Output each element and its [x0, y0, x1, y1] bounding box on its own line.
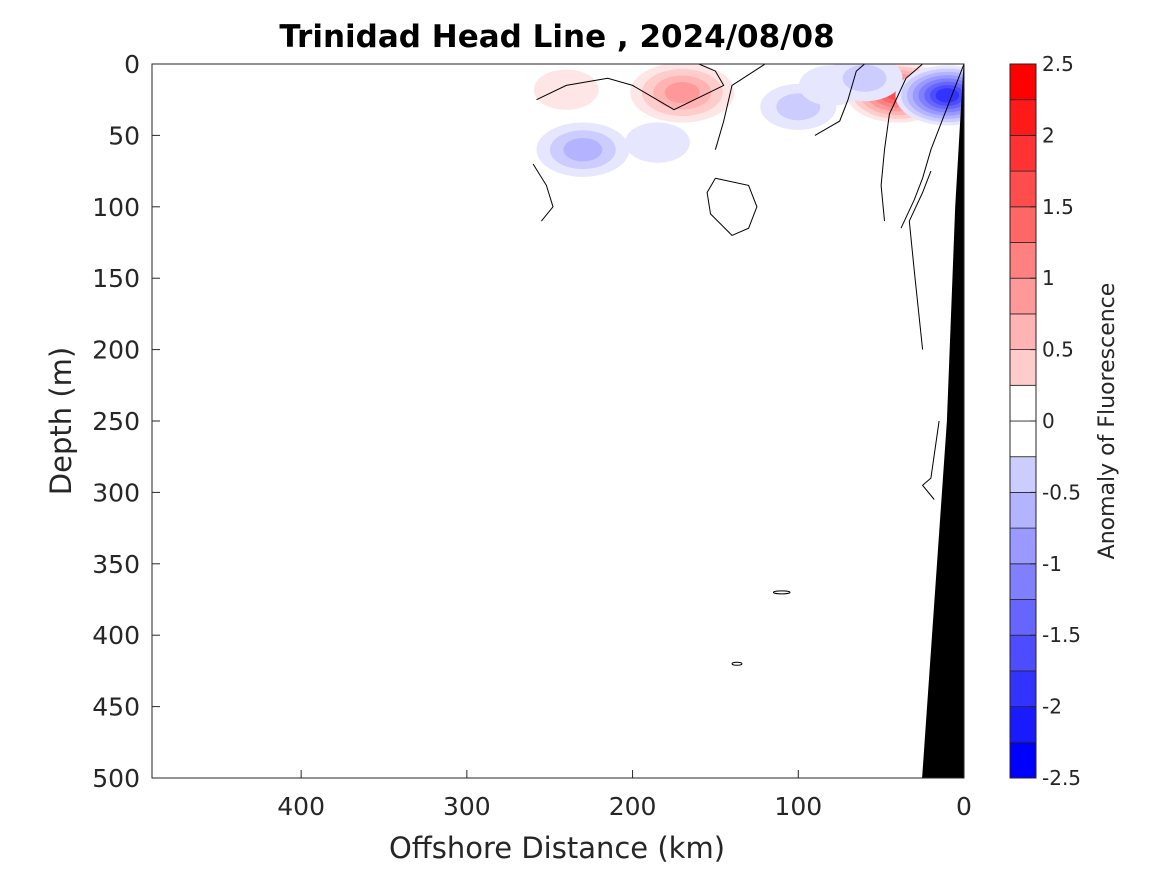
colorbar-band — [1009, 242, 1037, 279]
x-tick-label: 0 — [956, 792, 972, 821]
x-tick-label: 400 — [277, 792, 325, 821]
colorbar-band — [1009, 134, 1037, 172]
colorbar — [1009, 63, 1037, 779]
colorbar-tick-label: 2.5 — [1042, 52, 1074, 76]
colorbar-band — [1009, 491, 1037, 529]
zero-contour-line — [908, 170, 932, 350]
y-tick-label: 50 — [108, 121, 140, 150]
anomaly-patch — [842, 64, 887, 92]
seafloor-bathymetry — [922, 64, 964, 778]
plot-area — [151, 63, 965, 779]
colorbar-band — [1009, 670, 1037, 708]
colorbar-band — [1009, 741, 1037, 779]
colorbar-label: Anomaly of Fluorescence — [1095, 283, 1120, 560]
chart-title: Trinidad Head Line , 2024/08/08 — [279, 19, 834, 55]
small-contour — [772, 590, 791, 595]
y-tick-label: 100 — [92, 193, 140, 222]
colorbar-band — [1009, 313, 1037, 350]
anomaly-patch — [625, 122, 690, 163]
zero-contour-line — [900, 64, 964, 229]
colorbar-ticks: 2.5 2 1.5 1 0.5 0 -0.5 -1 -1.5 -2 -2.5 — [1030, 52, 1081, 790]
colorbar-band — [1009, 384, 1037, 422]
zero-contour-line — [532, 163, 554, 222]
colorbar-band — [1009, 206, 1037, 243]
colorbar-band — [1009, 456, 1037, 493]
anomaly-patch — [664, 82, 700, 104]
colorbar-band — [1009, 99, 1037, 136]
x-axis-label: Offshore Distance (km) — [389, 831, 725, 865]
zero-contour-line — [814, 64, 865, 136]
plot-background — [152, 64, 964, 778]
y-axis-label: Depth (m) — [44, 347, 78, 495]
y-tick-label: 300 — [92, 478, 140, 507]
colorbar-tick-label: -2.5 — [1042, 766, 1081, 790]
anomaly-patch — [935, 88, 960, 103]
zero-contour-line — [714, 64, 766, 150]
colorbar-band — [1009, 349, 1037, 386]
colorbar-tick-label: 0.5 — [1042, 338, 1074, 362]
zero-contour-line — [880, 64, 923, 222]
colorbar-band — [1009, 634, 1037, 672]
colorbar-band — [1009, 563, 1037, 600]
y-tick-label: 200 — [92, 336, 140, 365]
x-axis-ticks: 400 300 200 100 0 — [277, 770, 972, 821]
colorbar-tick-label: 2 — [1042, 123, 1055, 147]
y-tick-label: 450 — [92, 693, 140, 722]
colorbar-tick-label: 0 — [1042, 409, 1055, 433]
zero-contour-line — [706, 177, 758, 236]
anomaly-patch — [563, 137, 603, 162]
colorbar-tick-label: -2 — [1042, 695, 1062, 719]
y-axis-ticks: 0 50 100 150 200 250 300 350 400 450 500 — [92, 50, 160, 793]
anomaly-patch — [533, 69, 599, 110]
colorbar-band — [1009, 170, 1037, 208]
colorbar-band — [1009, 63, 1037, 101]
y-tick-label: 250 — [92, 407, 140, 436]
y-tick-label: 150 — [92, 264, 140, 293]
x-tick-label: 300 — [443, 792, 491, 821]
x-tick-label: 200 — [609, 792, 657, 821]
zero-contours — [532, 64, 964, 666]
colorbar-tick-label: 1 — [1042, 266, 1055, 290]
colorbar-tick-label: -1 — [1042, 552, 1062, 576]
colorbar-band — [1009, 599, 1037, 636]
colorbar-band — [1009, 420, 1037, 458]
colorbar-band — [1009, 277, 1037, 315]
small-contour — [731, 661, 743, 666]
zero-contour-line — [921, 420, 940, 500]
y-tick-label: 350 — [92, 550, 140, 579]
y-tick-label: 400 — [92, 621, 140, 650]
colorbar-tick-label: -1.5 — [1042, 623, 1081, 647]
zero-contour-line — [536, 64, 725, 111]
y-tick-label: 500 — [92, 764, 140, 793]
colorbar-band — [1009, 706, 1037, 743]
colorbar-tick-label: -0.5 — [1042, 480, 1081, 504]
y-tick-label: 0 — [124, 50, 140, 79]
bathymetry-fill — [922, 64, 964, 778]
x-tick-label: 100 — [774, 792, 822, 821]
anomaly-patches — [533, 64, 964, 177]
colorbar-tick-label: 1.5 — [1042, 195, 1074, 219]
colorbar-band — [1009, 527, 1037, 565]
